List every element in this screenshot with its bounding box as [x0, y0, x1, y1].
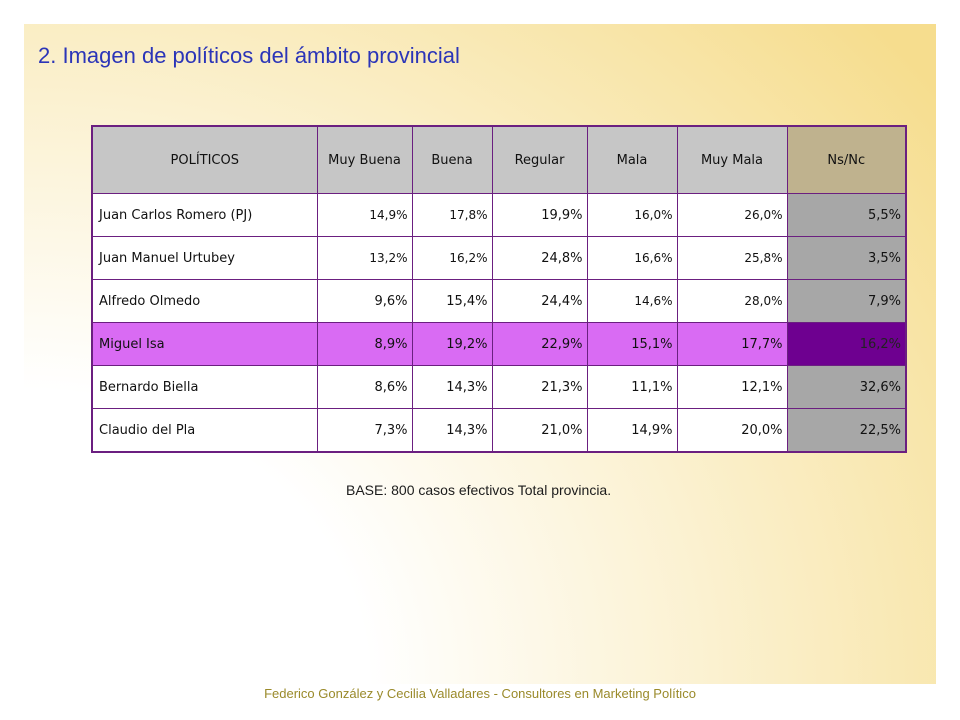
- cell-buena: 14,3%: [411, 408, 493, 453]
- cell-regular: 19,9%: [491, 193, 588, 237]
- cell-regular: 21,3%: [491, 365, 588, 409]
- cell-muy-mala: 17,7%: [676, 322, 788, 366]
- table-row: Alfredo Olmedo 9,6% 15,4% 24,4% 14,6% 28…: [91, 279, 907, 323]
- table-row-highlighted: Miguel Isa 8,9% 19,2% 22,9% 15,1% 17,7% …: [91, 322, 907, 366]
- cell-muy-mala: 26,0%: [676, 193, 788, 237]
- cell-muy-buena: 13,2%: [316, 236, 413, 280]
- cell-ns-nc: 3,5%: [786, 236, 907, 280]
- politician-name: Claudio del Pla: [91, 408, 318, 453]
- cell-muy-mala: 20,0%: [676, 408, 788, 453]
- cell-muy-buena: 8,6%: [316, 365, 413, 409]
- politician-name: Juan Manuel Urtubey: [91, 236, 318, 280]
- cell-muy-buena: 7,3%: [316, 408, 413, 453]
- cell-buena: 15,4%: [411, 279, 493, 323]
- cell-muy-buena: 14,9%: [316, 193, 413, 237]
- cell-mala: 16,6%: [586, 236, 678, 280]
- table-row: Bernardo Biella 8,6% 14,3% 21,3% 11,1% 1…: [91, 365, 907, 409]
- footer-credit: Federico González y Cecilia Valladares -…: [264, 686, 696, 701]
- cell-regular: 22,9%: [491, 322, 588, 366]
- politicians-image-table: POLÍTICOS Muy Buena Buena Regular Mala M…: [91, 125, 907, 453]
- cell-muy-mala: 12,1%: [676, 365, 788, 409]
- cell-regular: 24,8%: [491, 236, 588, 280]
- table-row: Juan Carlos Romero (PJ) 14,9% 17,8% 19,9…: [91, 193, 907, 237]
- cell-buena: 14,3%: [411, 365, 493, 409]
- cell-muy-buena: 9,6%: [316, 279, 413, 323]
- cell-ns-nc: 32,6%: [786, 365, 907, 409]
- politician-name: Miguel Isa: [91, 322, 318, 366]
- table-row: Claudio del Pla 7,3% 14,3% 21,0% 14,9% 2…: [91, 408, 907, 453]
- col-header-muy-buena: Muy Buena: [316, 125, 413, 194]
- cell-ns-nc: 5,5%: [786, 193, 907, 237]
- politician-name: Alfredo Olmedo: [91, 279, 318, 323]
- cell-buena: 16,2%: [411, 236, 493, 280]
- cell-buena: 19,2%: [411, 322, 493, 366]
- cell-mala: 16,0%: [586, 193, 678, 237]
- cell-mala: 14,6%: [586, 279, 678, 323]
- cell-ns-nc: 22,5%: [786, 408, 907, 453]
- table-row: Juan Manuel Urtubey 13,2% 16,2% 24,8% 16…: [91, 236, 907, 280]
- page-title: 2. Imagen de políticos del ámbito provin…: [38, 43, 460, 68]
- cell-mala: 15,1%: [586, 322, 678, 366]
- cell-regular: 24,4%: [491, 279, 588, 323]
- cell-muy-buena: 8,9%: [316, 322, 413, 366]
- cell-buena: 17,8%: [411, 193, 493, 237]
- base-note: BASE: 800 casos efectivos Total provinci…: [346, 482, 612, 498]
- table-header-row: POLÍTICOS Muy Buena Buena Regular Mala M…: [91, 125, 907, 194]
- cell-mala: 14,9%: [586, 408, 678, 453]
- politician-name: Bernardo Biella: [91, 365, 318, 409]
- cell-muy-mala: 28,0%: [676, 279, 788, 323]
- col-header-buena: Buena: [411, 125, 493, 194]
- col-header-politicos: POLÍTICOS: [91, 125, 318, 194]
- cell-ns-nc: 7,9%: [786, 279, 907, 323]
- cell-mala: 11,1%: [586, 365, 678, 409]
- cell-muy-mala: 25,8%: [676, 236, 788, 280]
- col-header-regular: Regular: [491, 125, 588, 194]
- politician-name: Juan Carlos Romero (PJ): [91, 193, 318, 237]
- col-header-mala: Mala: [586, 125, 678, 194]
- col-header-ns-nc: Ns/Nc: [786, 125, 907, 194]
- cell-ns-nc: 16,2%: [786, 322, 907, 366]
- col-header-muy-mala: Muy Mala: [676, 125, 788, 194]
- cell-regular: 21,0%: [491, 408, 588, 453]
